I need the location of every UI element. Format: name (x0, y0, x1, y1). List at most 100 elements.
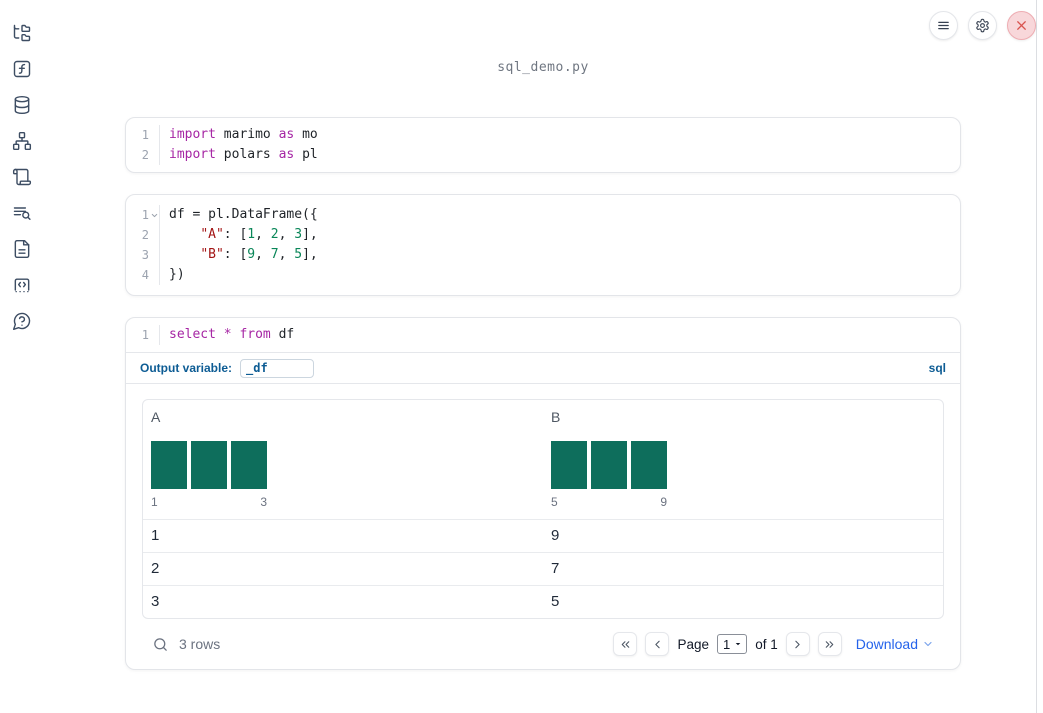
table-cell: 3 (151, 593, 160, 610)
table-row: 2 7 (143, 552, 943, 585)
page-label: Page (677, 636, 709, 652)
histogram-bar (551, 441, 587, 489)
close-icon (1014, 18, 1029, 33)
code-line: }) (169, 267, 185, 282)
table-cell: 7 (551, 560, 560, 577)
chevron-left-icon (651, 638, 664, 651)
column-header-b: B 5 9 (543, 400, 943, 519)
snippets-button[interactable] (7, 270, 37, 300)
table-cell: 9 (551, 527, 560, 544)
line-number: 1 (141, 128, 149, 142)
file-tree-button[interactable] (7, 18, 37, 48)
table-search-button[interactable] (152, 636, 169, 653)
code-line: import marimo as mo (169, 127, 318, 142)
hist-min-label: 5 (551, 495, 558, 509)
documentation-button[interactable] (7, 234, 37, 264)
download-button[interactable]: Download (856, 636, 934, 652)
cell-output: A 1 3 B (126, 384, 960, 669)
menu-icon (936, 18, 951, 33)
line-number-gutter: 1 2 (126, 125, 160, 165)
histogram-bar (191, 441, 227, 489)
table-cell: 5 (551, 593, 560, 610)
cell-editor[interactable]: df = pl.DataFrame({ "A": [1, 2, 3], "B":… (160, 205, 960, 285)
column-name: A (151, 409, 161, 425)
shutdown-button[interactable] (1007, 11, 1036, 40)
code-box-icon (12, 275, 32, 295)
line-number: 3 (141, 248, 149, 262)
code-line: select * from df (169, 327, 295, 342)
download-label: Download (855, 636, 918, 652)
notebook-filename: sql_demo.py (497, 60, 589, 75)
pagination: Page 1 of 1 (613, 632, 934, 656)
file-text-icon (12, 239, 32, 259)
histogram-axis-labels: 5 9 (551, 495, 667, 509)
column-header-a: A 1 3 (143, 400, 543, 519)
column-name: B (551, 409, 561, 425)
table-row: 3 5 (143, 585, 943, 618)
sql-options-bar: Output variable: sql (126, 353, 960, 383)
dataframe-table: A 1 3 B (142, 399, 944, 619)
menu-button[interactable] (929, 11, 958, 40)
dependency-graph-button[interactable] (7, 126, 37, 156)
column-histogram (151, 441, 267, 489)
column-histogram (551, 441, 667, 489)
notebook-actions-toolbar (929, 11, 1036, 40)
datasources-button[interactable] (7, 90, 37, 120)
sql-cell: 1 select * from df Output variable: sql … (125, 317, 961, 670)
code-cell-imports: 1 2 import marimo as mo import polars as… (125, 117, 961, 173)
help-circle-icon (12, 311, 32, 331)
database-icon (12, 95, 32, 115)
help-button[interactable] (7, 306, 37, 336)
hist-min-label: 1 (151, 495, 158, 509)
language-badge: sql (928, 361, 946, 375)
table-cell: 1 (151, 527, 160, 544)
window-edge-divider (1036, 0, 1037, 713)
code-line: "B": [9, 7, 5], (200, 247, 318, 262)
histogram-bar (151, 441, 187, 489)
gear-icon (975, 18, 990, 33)
chevrons-right-icon (823, 638, 836, 651)
page-total-label: of 1 (755, 636, 778, 652)
table-cell: 2 (151, 560, 160, 577)
code-line: "A": [1, 2, 3], (200, 227, 318, 242)
scratchpad-button[interactable] (7, 162, 37, 192)
notebook: sql_demo.py 1 2 import marimo as mo impo… (125, 0, 961, 670)
file-tree-icon (12, 23, 32, 43)
logs-button[interactable] (7, 198, 37, 228)
code-cell-dataframe: 1 2 3 4 df = pl.DataFrame({ "A": [1, 2, … (125, 194, 961, 296)
line-number: 1 (141, 328, 149, 342)
hist-max-label: 3 (260, 495, 267, 509)
page-select[interactable]: 1 (716, 634, 748, 654)
code-line: import polars as pl (169, 147, 318, 162)
chevrons-left-icon (619, 638, 632, 651)
search-icon (152, 636, 169, 653)
select-caret-icon (733, 639, 743, 649)
line-number: 1 (141, 208, 149, 222)
cell-editor[interactable]: select * from df (160, 325, 960, 345)
table-header-row: A 1 3 B (143, 400, 943, 519)
line-number: 2 (141, 148, 149, 162)
line-number-gutter: 1 (126, 325, 160, 345)
scroll-icon (12, 167, 32, 187)
histogram-bar (231, 441, 267, 489)
chevron-right-icon (791, 638, 804, 651)
cell-editor[interactable]: import marimo as mo import polars as pl (160, 125, 960, 165)
code-line: df = pl.DataFrame({ (169, 207, 318, 222)
table-footer: 3 rows Page 1 (142, 619, 944, 669)
fold-chevron-icon[interactable] (149, 205, 159, 225)
left-panel-sidebar (0, 0, 44, 336)
previous-page-button[interactable] (645, 632, 670, 656)
cell-divider (126, 352, 960, 353)
last-page-button[interactable] (817, 632, 842, 656)
line-number: 4 (141, 268, 149, 282)
function-button[interactable] (7, 54, 37, 84)
histogram-bar (591, 441, 627, 489)
row-count: 3 rows (179, 636, 221, 652)
output-variable-input[interactable] (240, 358, 315, 378)
list-search-icon (12, 203, 32, 223)
first-page-button[interactable] (613, 632, 638, 656)
line-number-gutter: 1 2 3 4 (126, 205, 160, 285)
next-page-button[interactable] (785, 632, 810, 656)
table-row: 1 9 (143, 519, 943, 552)
settings-button[interactable] (968, 11, 997, 40)
